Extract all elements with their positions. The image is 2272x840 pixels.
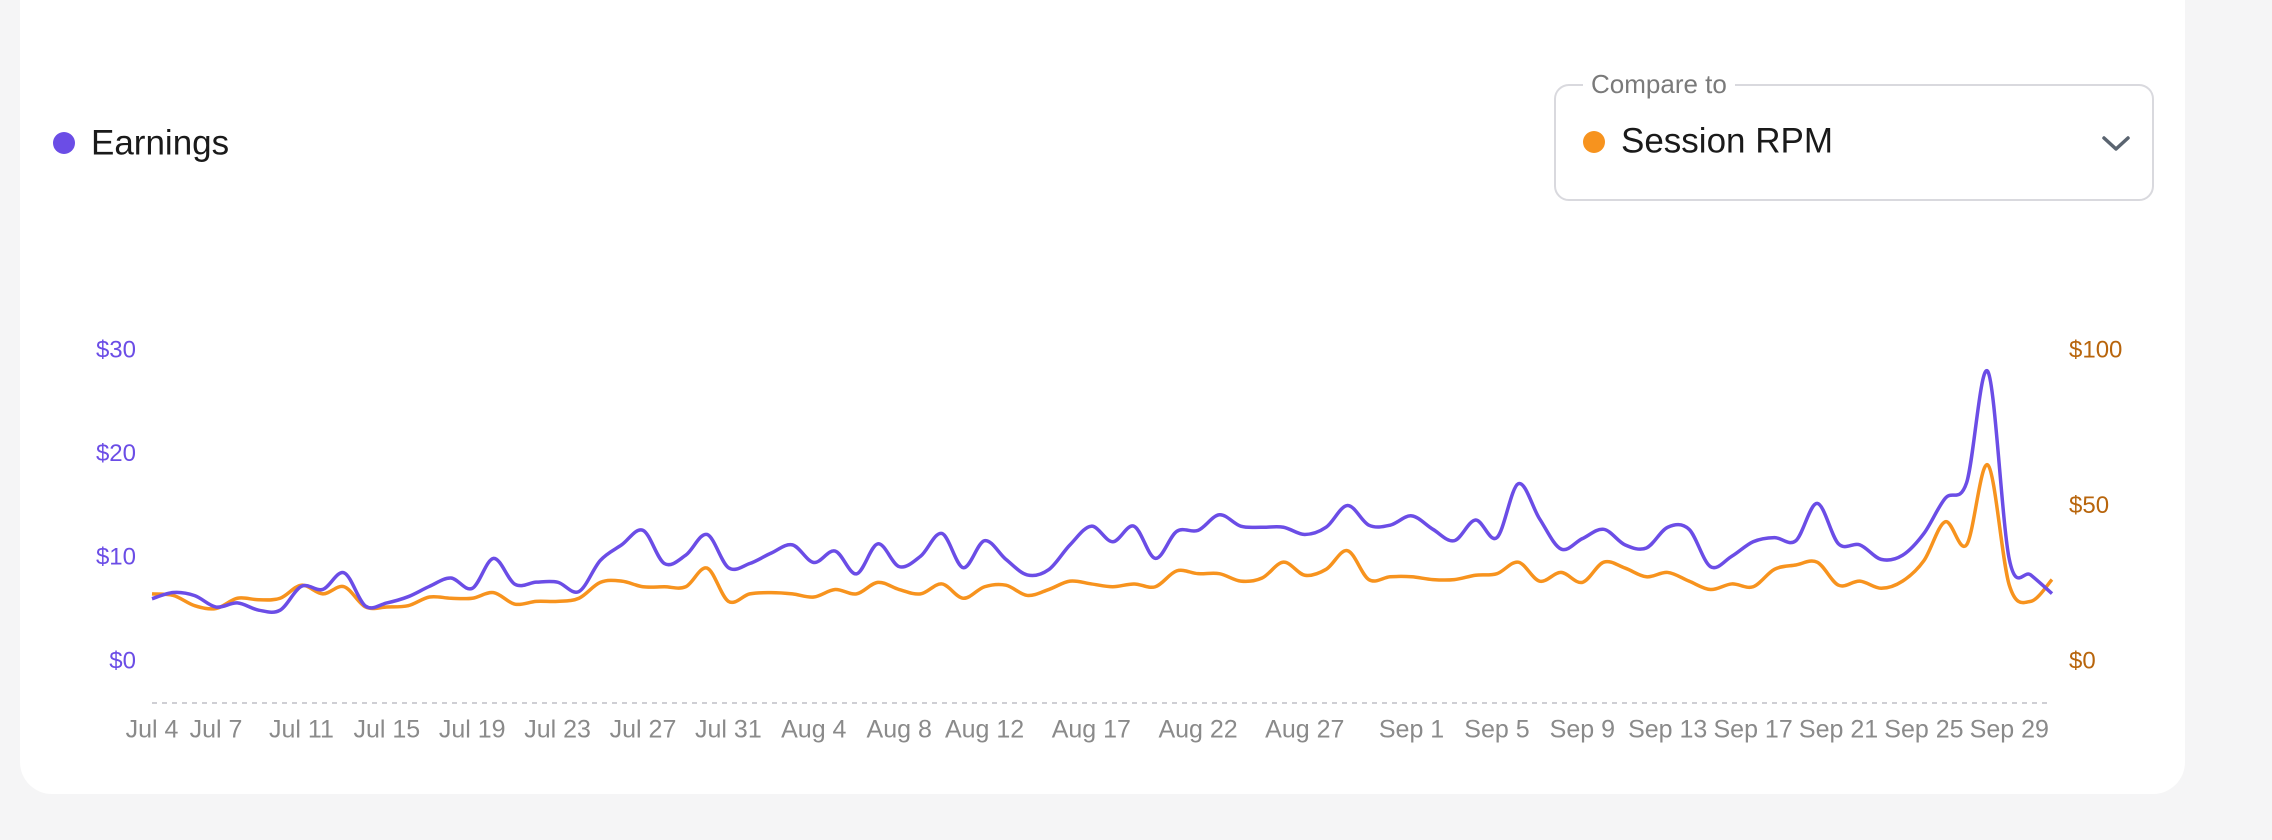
x-tick-label: Jul 19 (439, 716, 506, 744)
chevron[interactable] (2102, 136, 2130, 151)
x-tick-label: Aug 17 (1052, 716, 1131, 744)
dropdown-box[interactable] (1554, 84, 2154, 201)
y-tick-label: $30 (96, 336, 136, 363)
y-tick-label: $20 (96, 440, 136, 467)
x-tick-label: Sep 29 (1970, 716, 2049, 744)
y-tick-label: $0 (109, 647, 136, 674)
series-line (151, 463, 2054, 611)
x-tick-label: Aug 8 (867, 716, 932, 744)
x-tick-label: Aug 22 (1158, 716, 1237, 744)
x-tick-label: Aug 12 (945, 716, 1024, 744)
x-tick-label: Jul 27 (610, 716, 677, 744)
x-tick-label: Sep 17 (1713, 716, 1792, 744)
x-tick-label: Jul 7 (190, 716, 243, 744)
x-tick-label: Sep 13 (1628, 716, 1707, 744)
x-tick-label: Aug 27 (1265, 716, 1344, 744)
y2-tick-label: $100 (2069, 336, 2122, 363)
label-backdrop (1583, 72, 1735, 98)
x-tick-label: Sep 21 (1799, 716, 1878, 744)
x-tick-label: Sep 1 (1379, 716, 1444, 744)
y2-tick-label: $50 (2069, 492, 2109, 519)
x-tick-label: Jul 11 (269, 716, 334, 744)
x-tick-label: Sep 9 (1550, 716, 1615, 744)
x-tick-label: Jul 15 (353, 716, 420, 744)
dropdown-label: Compare to (1591, 69, 1727, 99)
dropdown-marker (1583, 131, 1605, 153)
x-tick-label: Jul 4 (126, 716, 179, 744)
series-line (151, 369, 2054, 614)
compare-dropdown[interactable]: Compare to Session RPM (1554, 69, 2154, 201)
x-tick-label: Sep 25 (1884, 716, 1963, 744)
y-tick-label: $10 (96, 544, 136, 571)
x-tick-label: Sep 5 (1464, 716, 1529, 744)
x-tick-label: Aug 4 (781, 716, 846, 744)
x-tick-label: Jul 31 (695, 716, 762, 744)
x-tick-label: Jul 23 (524, 716, 591, 744)
dropdown-value: Session RPM (1621, 121, 1833, 160)
legend-label: Earnings (91, 123, 229, 162)
y2-tick-label: $0 (2069, 647, 2096, 674)
legend-marker (53, 132, 75, 154)
